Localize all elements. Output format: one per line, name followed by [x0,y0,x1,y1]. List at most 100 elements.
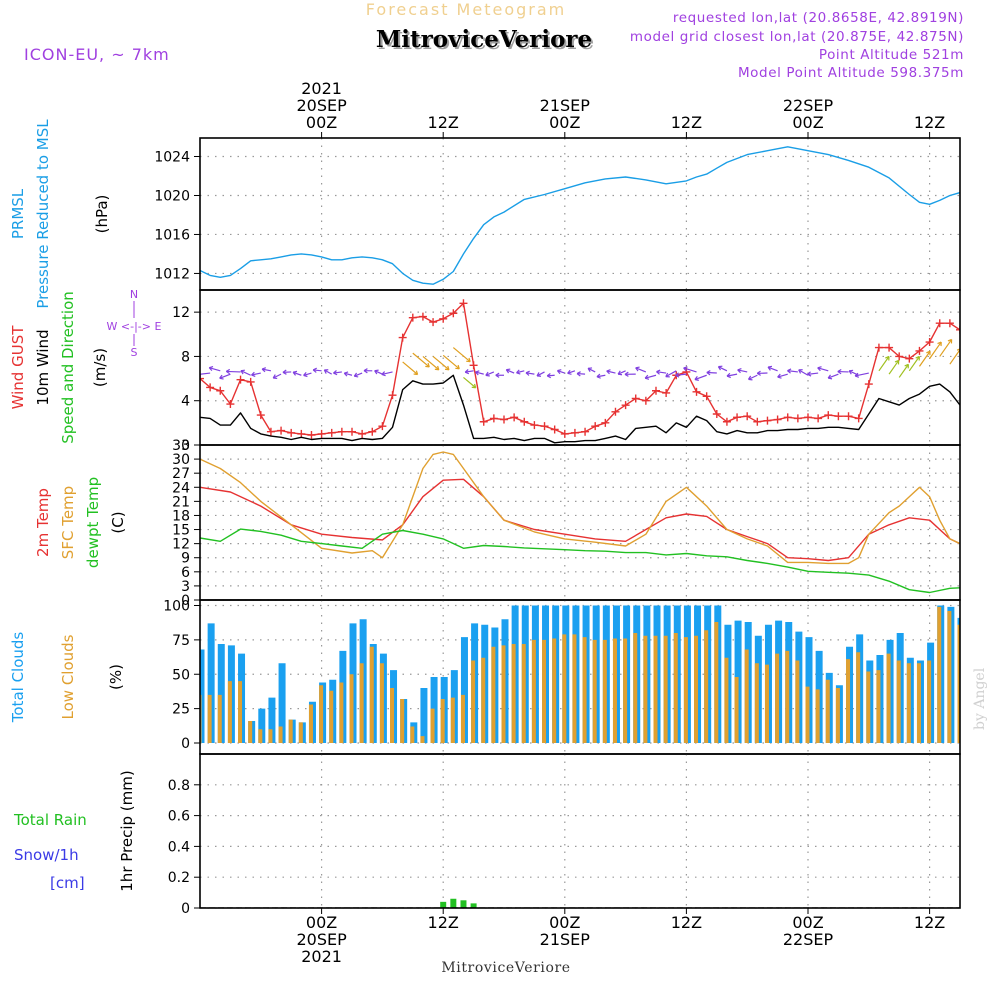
station-title-shadow: MitroviceVeriore [378,28,594,55]
low-cloud-bar [835,688,840,743]
credit-watermark: by Angel [972,667,988,730]
panel-content [200,299,969,444]
low-cloud-bar [856,652,861,743]
wind-arrow-head [726,372,731,379]
wind-direction-arrow [251,372,261,376]
wind-direction-arrow [878,356,890,372]
gust-marker [540,422,549,431]
top-time-label: 12Z [914,113,945,132]
wind-direction-arrow [240,370,251,376]
panel-pressure: 1012 1016 1020 1024 PRMSL Pressure Reduced to… [9,119,961,309]
station-title: MitroviceVeriore [376,26,592,53]
gust-marker [956,325,960,334]
y-tick-label: 12 [172,537,190,553]
gust-marker [388,391,397,400]
wind-arrow-head [644,374,650,380]
wind-direction-arrow [817,367,829,372]
wind-direction-arrow [798,369,809,376]
wind-direction-arrow [536,371,545,377]
wind-direction-arrow [777,373,788,378]
low-cloud-bar [258,729,263,743]
low-cloud-bar [795,660,800,743]
gust-marker [489,414,498,423]
gust-marker [601,418,610,427]
gust-marker [429,318,438,327]
low-cloud-bar [542,639,547,743]
low-cloud-bar [957,624,960,743]
wind-arrow-head [817,366,822,372]
gust-marker [581,427,590,436]
series-line-wind [200,374,960,444]
top-time-label: 00Z [306,113,337,132]
wind-arrow-head [466,357,471,363]
gust-marker [459,299,468,308]
y-tick-label: 0.4 [168,839,190,855]
wind-arrow-head [827,374,833,380]
wind-arrow-head [292,370,298,376]
panel-frame [199,753,961,909]
panel-side-label: Total Clouds [9,632,27,724]
top-time-label: 22SEP [783,96,834,115]
panel-side-label: Wind GUST [9,325,27,410]
wind-direction-arrow [854,372,869,377]
wind-arrow-head [444,365,450,371]
wind-arrow-head [747,375,753,381]
gust-marker [226,400,235,409]
wind-arrow-head [525,370,530,376]
wind-arrow-head [381,371,386,377]
wind-arrow-head [471,383,477,389]
panel-side-label: Low Clouds [59,634,77,719]
y-tick-label: 0 [181,901,190,917]
gust-marker [945,319,954,328]
gust-marker [439,314,448,323]
low-cloud-bar [440,699,445,743]
gust-marker [874,343,883,352]
low-cloud-bar [602,639,607,743]
gust-marker [722,417,731,426]
gust-marker [530,421,539,430]
low-cloud-bar [633,633,638,743]
wind-arrow-head [717,365,723,371]
y-tick-label: 12 [172,305,190,321]
low-cloud-bar [876,670,881,743]
panel-side-label: Pressure Reduced to MSL [34,119,52,309]
gust-marker [702,392,711,401]
low-cloud-bar [288,719,293,743]
panels-layer: 1012 1016 1020 1024 PRMSL Pressure Reduced to… [9,79,969,966]
low-cloud-bar [937,606,942,743]
requested-location: requested lon,lat (20.8658E, 42.8919N) [673,10,964,26]
gust-marker [317,429,326,438]
gust-marker [200,374,204,383]
y-tick-label: 18 [172,508,190,524]
gust-marker [337,427,346,436]
wind-direction-arrow [344,372,353,376]
low-cloud-bar [694,635,699,743]
wind-arrow-head [464,369,470,375]
closest-gridpoint: model grid closest lon,lat (20.875E, 42.… [630,29,964,45]
gust-marker [307,431,316,440]
gust-marker [246,377,255,386]
wind-arrow-head [333,370,338,376]
wind-arrow-head [635,366,640,372]
y-tick-label: 3 [181,579,190,595]
low-cloud-bar [410,726,415,743]
wind-arrow-head [885,355,890,361]
wind-direction-arrow [929,341,942,359]
panel-clouds: 0 25 50 75 100 Total Clouds Low Clouds (%) [9,599,961,755]
gust-marker [712,410,721,418]
gust-marker [287,428,296,437]
wind-direction-arrow [737,369,748,373]
wind-arrow-head [965,364,969,368]
low-cloud-bar [825,679,830,743]
low-cloud-bar [450,697,455,743]
y-tick-label: 1016 [154,227,190,243]
wind-arrow-head [596,373,601,379]
wind-arrow-head [282,369,287,375]
gust-marker [297,429,306,438]
panel-content [200,605,960,743]
wind-arrow-head [576,371,581,377]
wind-arrow-head [455,364,460,370]
y-tick-label: 8 [181,349,190,365]
gust-marker [550,425,559,434]
